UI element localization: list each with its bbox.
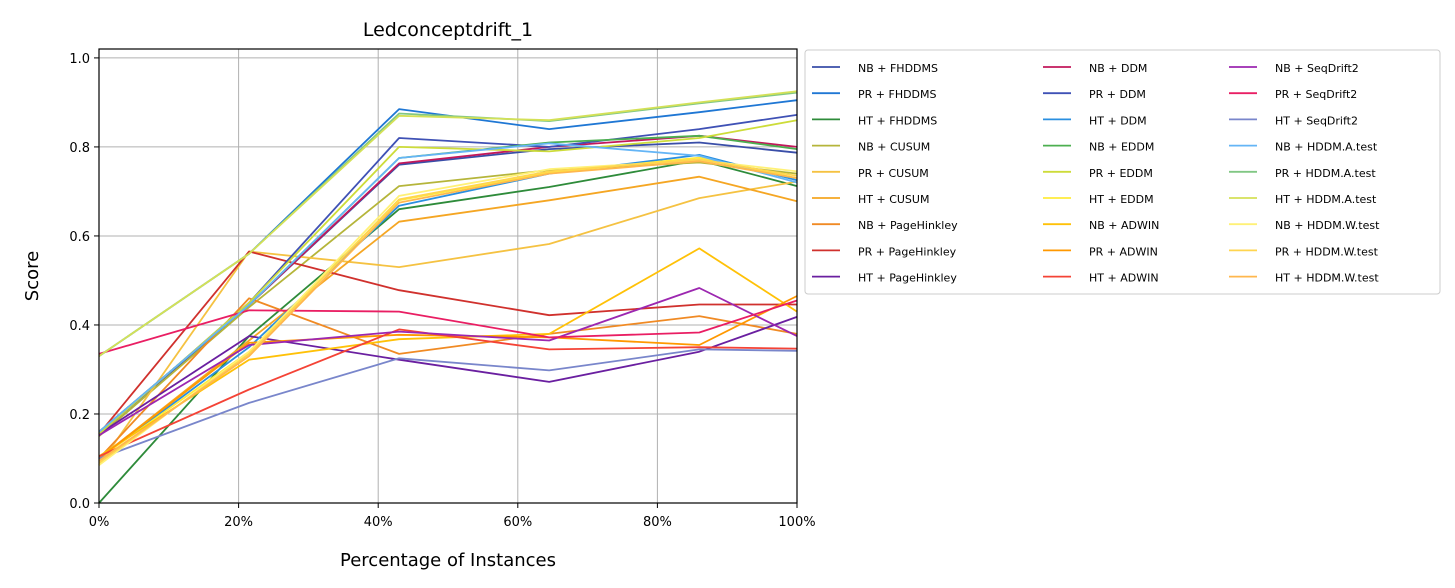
legend-label: NB + HDDM.W.test [1275, 219, 1380, 232]
legend-label: PR + HDDM.A.test [1275, 167, 1376, 180]
y-tick-label: 0.8 [69, 141, 90, 156]
x-tick-label: 80% [643, 515, 672, 530]
legend-label: NB + FHDDMS [858, 62, 938, 75]
legend-label: NB + HDDM.A.test [1275, 141, 1378, 154]
series-line [98, 158, 798, 464]
x-tick-label: 0% [89, 515, 110, 530]
legend-label: PR + ADWIN [1089, 245, 1158, 258]
legend-label: PR + FHDDMS [858, 88, 937, 101]
plot-frame [98, 48, 798, 504]
legend-label: NB + PageHinkley [858, 219, 958, 232]
legend-label: PR + DDM [1089, 88, 1146, 101]
x-tick-label: 40% [364, 515, 393, 530]
y-tick-label: 0.6 [69, 230, 90, 245]
legend-label: HT + HDDM.W.test [1275, 272, 1379, 285]
legend-label: PR + HDDM.W.test [1275, 245, 1379, 258]
legend-label: PR + EDDM [1089, 167, 1153, 180]
x-tick-label: 100% [778, 515, 815, 530]
series-line [98, 153, 798, 460]
series-line [98, 160, 798, 462]
y-tick-label: 1.0 [69, 52, 90, 67]
x-axis-title: Percentage of Instances [340, 550, 556, 571]
legend-label: PR + PageHinkley [858, 245, 957, 258]
x-tick-label: 60% [503, 515, 532, 530]
legend-label: HT + CUSUM [858, 193, 929, 206]
legend-label: NB + CUSUM [858, 141, 930, 154]
series-line [98, 90, 798, 357]
series-line [98, 119, 798, 435]
series-line [98, 180, 798, 466]
x-tick-label: 20% [224, 515, 253, 530]
y-tick-label: 0.4 [69, 319, 90, 334]
series-lines [98, 90, 798, 504]
series-line [98, 348, 798, 460]
legend-label: HT + ADWIN [1089, 272, 1159, 285]
x-axis-ticks: 0% 20% 40% 60% 80% 100% [89, 503, 816, 530]
legend-label: HT + SeqDrift2 [1275, 114, 1358, 127]
y-axis-title: Score [22, 251, 43, 301]
chart-title: Ledconceptdrift_1 [363, 19, 533, 41]
series-line [98, 328, 798, 458]
series-line [98, 287, 798, 437]
series-line [98, 159, 798, 504]
y-tick-label: 0.0 [69, 497, 90, 512]
legend: NB + FHDDMS PR + FHDDMS HT + FHDDMS NB + CU… [804, 49, 1441, 295]
legend-label: NB + EDDM [1089, 141, 1154, 154]
series-line [98, 316, 798, 435]
series-line [98, 161, 798, 437]
series-line [98, 141, 798, 435]
series-line [98, 142, 798, 433]
legend-label: HT + EDDM [1089, 193, 1154, 206]
legend-label: PR + SeqDrift2 [1275, 88, 1357, 101]
legend-label: HT + DDM [1089, 114, 1147, 127]
legend-label: NB + SeqDrift2 [1275, 62, 1359, 75]
legend-label: HT + PageHinkley [858, 272, 957, 285]
y-tick-label: 0.2 [69, 408, 90, 423]
series-line [98, 299, 798, 355]
legend-label: PR + CUSUM [858, 167, 929, 180]
legend-frame [804, 49, 1441, 295]
legend-label: HT + FHDDMS [858, 114, 937, 127]
legend-label: NB + DDM [1089, 62, 1147, 75]
legend-label: NB + ADWIN [1089, 219, 1159, 232]
y-axis-ticks: 0.0 0.2 0.4 0.6 0.8 1.0 [69, 52, 99, 512]
legend-label: HT + HDDM.A.test [1275, 193, 1377, 206]
series-line [98, 250, 797, 435]
